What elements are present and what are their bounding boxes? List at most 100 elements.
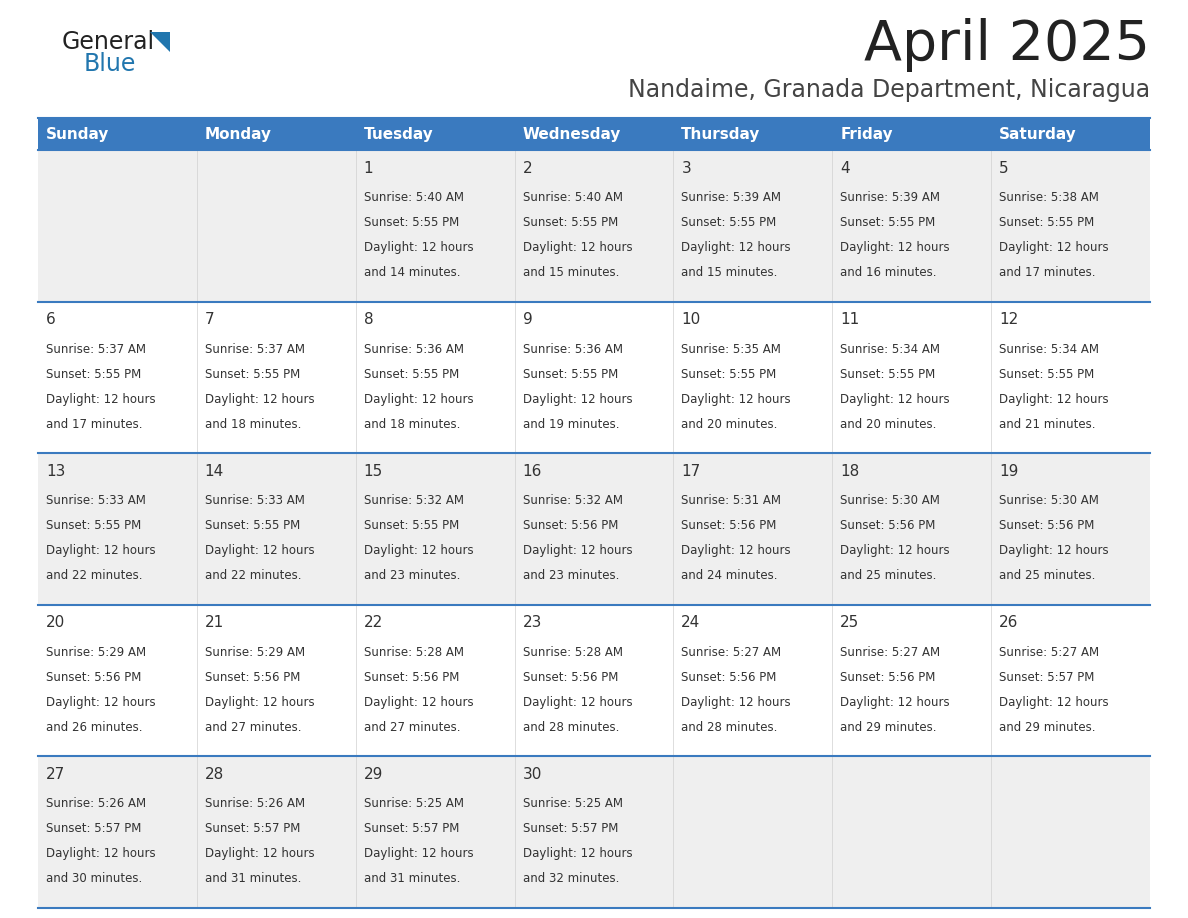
Text: and 14 minutes.: and 14 minutes. xyxy=(364,266,460,279)
Bar xyxy=(991,605,1150,756)
Text: Sunrise: 5:40 AM: Sunrise: 5:40 AM xyxy=(523,191,623,204)
Text: 28: 28 xyxy=(204,767,225,782)
Bar xyxy=(674,605,833,756)
Text: 21: 21 xyxy=(204,615,225,631)
Text: Sunset: 5:55 PM: Sunset: 5:55 PM xyxy=(682,367,777,381)
Text: Sunset: 5:57 PM: Sunset: 5:57 PM xyxy=(523,823,618,835)
Bar xyxy=(197,302,355,453)
Text: Nandaime, Granada Department, Nicaragua: Nandaime, Granada Department, Nicaragua xyxy=(628,78,1150,102)
Text: Daylight: 12 hours: Daylight: 12 hours xyxy=(523,847,632,860)
Text: 26: 26 xyxy=(999,615,1018,631)
Text: Sunset: 5:56 PM: Sunset: 5:56 PM xyxy=(523,671,618,684)
Bar xyxy=(833,118,991,150)
Text: Sunset: 5:55 PM: Sunset: 5:55 PM xyxy=(999,216,1094,229)
Text: 27: 27 xyxy=(46,767,65,782)
Bar xyxy=(38,302,197,453)
Text: Friday: Friday xyxy=(840,127,893,141)
Text: Sunset: 5:56 PM: Sunset: 5:56 PM xyxy=(46,671,141,684)
Text: Sunset: 5:57 PM: Sunset: 5:57 PM xyxy=(204,823,301,835)
Text: 10: 10 xyxy=(682,312,701,327)
Text: Thursday: Thursday xyxy=(682,127,760,141)
Text: 20: 20 xyxy=(46,615,65,631)
Text: Sunrise: 5:30 AM: Sunrise: 5:30 AM xyxy=(840,494,940,507)
Polygon shape xyxy=(150,32,170,52)
Text: April 2025: April 2025 xyxy=(864,18,1150,72)
Bar xyxy=(514,302,674,453)
Bar xyxy=(197,150,355,302)
Bar xyxy=(674,150,833,302)
Bar xyxy=(991,118,1150,150)
Text: 18: 18 xyxy=(840,464,859,479)
Text: Daylight: 12 hours: Daylight: 12 hours xyxy=(204,696,315,709)
Text: Sunrise: 5:32 AM: Sunrise: 5:32 AM xyxy=(523,494,623,507)
Bar xyxy=(991,302,1150,453)
Text: Daylight: 12 hours: Daylight: 12 hours xyxy=(204,393,315,406)
Text: Monday: Monday xyxy=(204,127,272,141)
Bar xyxy=(197,605,355,756)
Text: Daylight: 12 hours: Daylight: 12 hours xyxy=(682,544,791,557)
Text: Saturday: Saturday xyxy=(999,127,1076,141)
Text: 4: 4 xyxy=(840,161,849,175)
Text: Sunrise: 5:37 AM: Sunrise: 5:37 AM xyxy=(204,342,305,355)
Text: 6: 6 xyxy=(46,312,56,327)
Text: Sunrise: 5:40 AM: Sunrise: 5:40 AM xyxy=(364,191,463,204)
Text: Tuesday: Tuesday xyxy=(364,127,434,141)
Text: 25: 25 xyxy=(840,615,859,631)
Text: and 19 minutes.: and 19 minutes. xyxy=(523,418,619,431)
Text: Daylight: 12 hours: Daylight: 12 hours xyxy=(999,696,1108,709)
Text: Daylight: 12 hours: Daylight: 12 hours xyxy=(682,241,791,254)
Text: Daylight: 12 hours: Daylight: 12 hours xyxy=(523,393,632,406)
Text: Sunrise: 5:30 AM: Sunrise: 5:30 AM xyxy=(999,494,1099,507)
Text: Sunset: 5:56 PM: Sunset: 5:56 PM xyxy=(364,671,459,684)
Text: and 31 minutes.: and 31 minutes. xyxy=(204,872,302,885)
Text: Daylight: 12 hours: Daylight: 12 hours xyxy=(840,393,950,406)
Text: and 28 minutes.: and 28 minutes. xyxy=(523,721,619,733)
Text: Sunday: Sunday xyxy=(46,127,109,141)
Bar xyxy=(991,453,1150,605)
Text: Sunset: 5:55 PM: Sunset: 5:55 PM xyxy=(204,367,301,381)
Text: Sunrise: 5:26 AM: Sunrise: 5:26 AM xyxy=(46,798,146,811)
Text: Sunset: 5:55 PM: Sunset: 5:55 PM xyxy=(682,216,777,229)
Text: Sunrise: 5:36 AM: Sunrise: 5:36 AM xyxy=(523,342,623,355)
Text: Sunrise: 5:39 AM: Sunrise: 5:39 AM xyxy=(840,191,940,204)
Bar xyxy=(355,756,514,908)
Text: Sunrise: 5:25 AM: Sunrise: 5:25 AM xyxy=(364,798,463,811)
Text: and 17 minutes.: and 17 minutes. xyxy=(999,266,1095,279)
Text: Sunrise: 5:39 AM: Sunrise: 5:39 AM xyxy=(682,191,782,204)
Text: and 26 minutes.: and 26 minutes. xyxy=(46,721,143,733)
Text: and 31 minutes.: and 31 minutes. xyxy=(364,872,460,885)
Text: and 30 minutes.: and 30 minutes. xyxy=(46,872,143,885)
Text: 22: 22 xyxy=(364,615,383,631)
Text: 16: 16 xyxy=(523,464,542,479)
Text: and 28 minutes.: and 28 minutes. xyxy=(682,721,778,733)
Text: Sunrise: 5:28 AM: Sunrise: 5:28 AM xyxy=(523,645,623,659)
Bar xyxy=(38,118,197,150)
Text: Daylight: 12 hours: Daylight: 12 hours xyxy=(840,544,950,557)
Text: 13: 13 xyxy=(46,464,65,479)
Text: Daylight: 12 hours: Daylight: 12 hours xyxy=(682,393,791,406)
Text: Sunrise: 5:27 AM: Sunrise: 5:27 AM xyxy=(682,645,782,659)
Text: Sunset: 5:55 PM: Sunset: 5:55 PM xyxy=(999,367,1094,381)
Text: Daylight: 12 hours: Daylight: 12 hours xyxy=(523,241,632,254)
Text: 2: 2 xyxy=(523,161,532,175)
Text: Sunset: 5:56 PM: Sunset: 5:56 PM xyxy=(840,520,936,532)
Text: Sunrise: 5:27 AM: Sunrise: 5:27 AM xyxy=(840,645,941,659)
Text: Sunset: 5:55 PM: Sunset: 5:55 PM xyxy=(204,520,301,532)
Text: Daylight: 12 hours: Daylight: 12 hours xyxy=(204,847,315,860)
Text: and 23 minutes.: and 23 minutes. xyxy=(523,569,619,582)
Text: and 22 minutes.: and 22 minutes. xyxy=(204,569,302,582)
Bar xyxy=(514,756,674,908)
Text: Sunset: 5:56 PM: Sunset: 5:56 PM xyxy=(999,520,1094,532)
Text: Daylight: 12 hours: Daylight: 12 hours xyxy=(364,696,473,709)
Text: Sunset: 5:55 PM: Sunset: 5:55 PM xyxy=(364,216,459,229)
Text: 15: 15 xyxy=(364,464,383,479)
Text: and 20 minutes.: and 20 minutes. xyxy=(682,418,778,431)
Text: Sunset: 5:56 PM: Sunset: 5:56 PM xyxy=(204,671,301,684)
Text: and 17 minutes.: and 17 minutes. xyxy=(46,418,143,431)
Text: 30: 30 xyxy=(523,767,542,782)
Bar xyxy=(991,756,1150,908)
Text: 23: 23 xyxy=(523,615,542,631)
Bar xyxy=(355,150,514,302)
Text: and 18 minutes.: and 18 minutes. xyxy=(364,418,460,431)
Bar xyxy=(38,150,197,302)
